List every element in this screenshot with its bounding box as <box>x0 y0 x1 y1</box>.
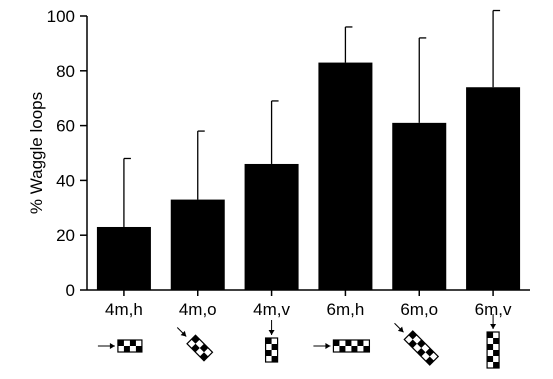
pictogram-4m-v <box>264 320 279 363</box>
x-tick-label: 4m,o <box>179 300 217 319</box>
bar-4m-h <box>96 226 151 290</box>
bar-4m-o <box>170 199 225 290</box>
bar-6m-v <box>466 87 521 291</box>
y-tick-label: 80 <box>56 62 75 81</box>
pictogram-6m-o <box>394 322 440 366</box>
x-tick-label: 6m,o <box>400 300 438 319</box>
bar-6m-h <box>318 62 373 290</box>
pictogram-6m-v <box>486 314 500 369</box>
bar-6m-o <box>392 122 447 290</box>
x-tick-label: 4m,h <box>105 300 143 319</box>
pictogram-4m-h <box>97 339 143 353</box>
x-tick-label: 6m,h <box>327 300 365 319</box>
y-tick-label: 60 <box>56 117 75 136</box>
y-tick-label: 100 <box>47 7 75 26</box>
pictogram-4m-o <box>176 327 214 362</box>
y-tick-label: 40 <box>56 171 75 190</box>
x-tick-label: 4m,v <box>253 300 290 319</box>
pictogram-6m-h <box>313 339 371 353</box>
y-tick-label: 20 <box>56 226 75 245</box>
bar-4m-v <box>244 163 299 290</box>
y-tick-label: 0 <box>66 281 75 300</box>
y-axis-title: % Waggle loops <box>27 92 46 214</box>
x-tick-label: 6m,v <box>475 300 512 319</box>
